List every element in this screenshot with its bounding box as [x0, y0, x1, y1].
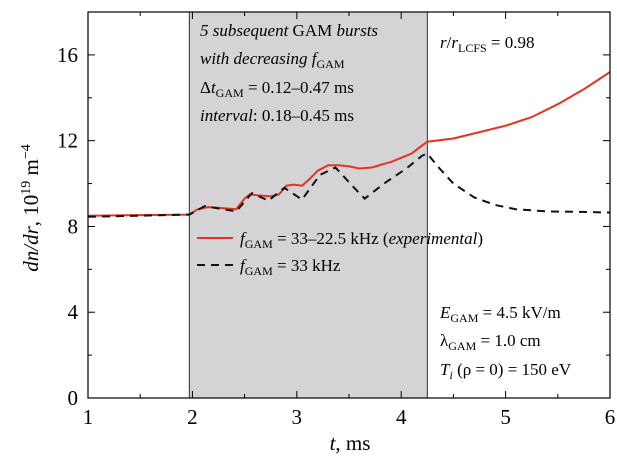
annotation-egam: EGAM = 4.5 kV/m [439, 303, 561, 325]
x-tick-label-3: 3 [292, 405, 303, 429]
annotation-bursts-line2: with decreasing fGAM [200, 49, 345, 71]
series-simulated-line [87, 152, 611, 218]
series-experimental-line [87, 71, 611, 217]
x-tick-label-1: 1 [83, 405, 94, 429]
y-axis-label: dn/dr, 1019 m−4 [19, 144, 43, 272]
gam-burst-shaded-region [188, 11, 428, 399]
x-tick-label-6: 6 [605, 405, 616, 429]
y-tick-label-16: 16 [57, 43, 78, 67]
annotation-bursts-line1: 5 subsequent GAM bursts [200, 21, 378, 40]
annotation-lambda: λGAM = 1.0 cm [440, 331, 541, 353]
legend: fGAM = 33–22.5 kHz (experimental) fGAM =… [197, 229, 483, 278]
x-tick-label-4: 4 [396, 405, 407, 429]
y-tick-label-4: 4 [68, 300, 79, 324]
legend-simulated-label: fGAM = 33 kHz [240, 256, 341, 278]
y-tick-label-12: 12 [57, 129, 78, 153]
annotation-radius: r/rLCFS = 0.98 [440, 33, 535, 55]
annotation-ti: Ti (ρ = 0) = 150 eV [440, 360, 572, 382]
annotation-delta-t: ΔtGAM = 0.12–0.47 ms [200, 78, 354, 100]
annotation-interval: interval: 0.18–0.45 ms [200, 106, 354, 125]
x-tick-label-2: 2 [187, 405, 198, 429]
plot-frame [87, 11, 611, 399]
legend-experimental-label: fGAM = 33–22.5 kHz (experimental) [240, 229, 483, 251]
x-tick-label-5: 5 [500, 405, 511, 429]
y-tick-label-0: 0 [68, 386, 79, 410]
y-tick-label-8: 8 [68, 214, 79, 238]
x-axis-label: t, ms [330, 431, 371, 455]
